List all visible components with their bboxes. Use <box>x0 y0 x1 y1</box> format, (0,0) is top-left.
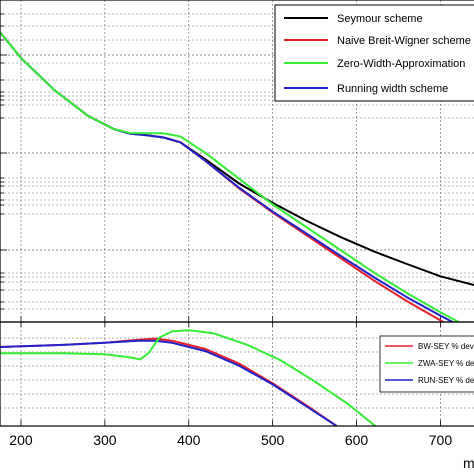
legend-label-running-width: Running width scheme <box>337 83 448 95</box>
deviation-line-zwa <box>0 329 377 426</box>
top-y-ticks <box>0 13 441 322</box>
legend-label-breit-wigner: Naive Breit-Wigner scheme <box>337 35 471 47</box>
bottom-frame <box>0 321 474 427</box>
legend-label-bw-sey: BW-SEY % deviation <box>418 342 474 351</box>
legend-bottom: BW-SEY % deviation ZWA-SEY % deviation R… <box>379 335 474 393</box>
x-axis-label-partial: m <box>463 455 474 471</box>
x-tick-label: 600 <box>345 432 369 448</box>
legend-label-seymour: Seymour scheme <box>337 13 423 25</box>
series-line-zwa <box>0 31 461 322</box>
bottom-panel <box>0 321 474 427</box>
bottom-series <box>0 329 377 426</box>
x-tick-label: 500 <box>261 432 285 448</box>
x-tick-label: 300 <box>93 432 117 448</box>
bottom-grid <box>0 322 474 426</box>
legend-label-zwa: Zero-Width-Approximation <box>337 58 465 70</box>
bottom-ticks <box>20 322 441 426</box>
x-tick-label: 200 <box>9 432 33 448</box>
legend-label-zwa-sey: ZWA-SEY % deviation <box>418 359 474 368</box>
x-tick-label: 400 <box>177 432 201 448</box>
legend-top: Seymour scheme Naive Breit-Wigner scheme… <box>274 4 474 102</box>
legend-label-run-sey: RUN-SEY % deviation <box>418 376 474 385</box>
x-tick-label: 700 <box>429 432 453 448</box>
top-series <box>0 31 474 322</box>
x-tick-labels: 200 300 400 500 600 700 <box>9 432 452 448</box>
deviation-line-running-width <box>0 339 339 426</box>
legend-top-box <box>274 4 474 102</box>
